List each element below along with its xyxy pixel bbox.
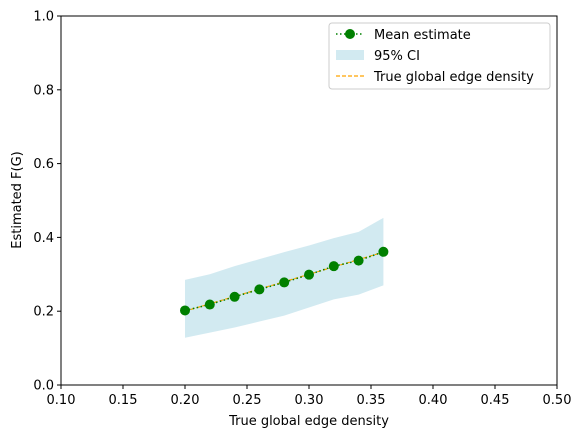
x-tick-label: 0.35 xyxy=(357,393,386,408)
mean-estimate-point xyxy=(180,305,190,316)
mean-estimate-point xyxy=(204,299,215,310)
mean-estimate-point xyxy=(378,246,389,257)
x-axis-ticks: 0.10 0.15 0.20 0.25 0.30 0.35 0.40 0.45 0.50 xyxy=(47,385,572,408)
y-tick-label: 1.0 xyxy=(33,10,54,25)
mean-estimate-point xyxy=(328,261,339,272)
x-tick-label: 0.25 xyxy=(233,393,262,408)
mean-estimate-point xyxy=(353,255,364,266)
mean-estimate-line xyxy=(184,251,384,312)
legend: Mean estimate 95% CI True global edge de… xyxy=(328,22,551,90)
mean-estimate-point xyxy=(254,284,265,295)
y-tick-label: 0.0 xyxy=(33,379,54,394)
x-tick-label: 0.30 xyxy=(295,393,324,408)
mean-estimate-point xyxy=(229,291,240,302)
x-axis-label: True global edge density xyxy=(228,414,389,429)
y-axis-label: Estimated F(G) xyxy=(10,151,25,249)
y-tick-label: 0.2 xyxy=(33,305,54,320)
legend-label-ci: 95% CI xyxy=(374,49,420,64)
x-tick-label: 0.15 xyxy=(109,393,138,408)
mean-estimate-point xyxy=(304,269,314,280)
y-tick-label: 0.4 xyxy=(33,231,54,246)
x-tick-label: 0.20 xyxy=(171,393,200,408)
y-axis-ticks: 0.0 0.2 0.4 0.6 0.8 1.0 xyxy=(33,10,61,394)
x-tick-label: 0.50 xyxy=(543,393,572,408)
x-tick-label: 0.40 xyxy=(419,393,448,408)
markers-layer xyxy=(180,246,389,316)
legend-mean-marker xyxy=(345,29,355,39)
y-tick-label: 0.8 xyxy=(33,83,54,98)
x-tick-label: 0.10 xyxy=(47,393,76,408)
legend-box xyxy=(328,22,551,90)
legend-ci-swatch xyxy=(336,50,364,60)
x-tick-label: 0.45 xyxy=(481,393,510,408)
legend-label-true-density: True global edge density xyxy=(373,70,534,85)
legend-label-mean-estimate: Mean estimate xyxy=(374,28,471,43)
y-tick-label: 0.6 xyxy=(33,157,54,172)
mean-estimate-point xyxy=(279,277,290,288)
